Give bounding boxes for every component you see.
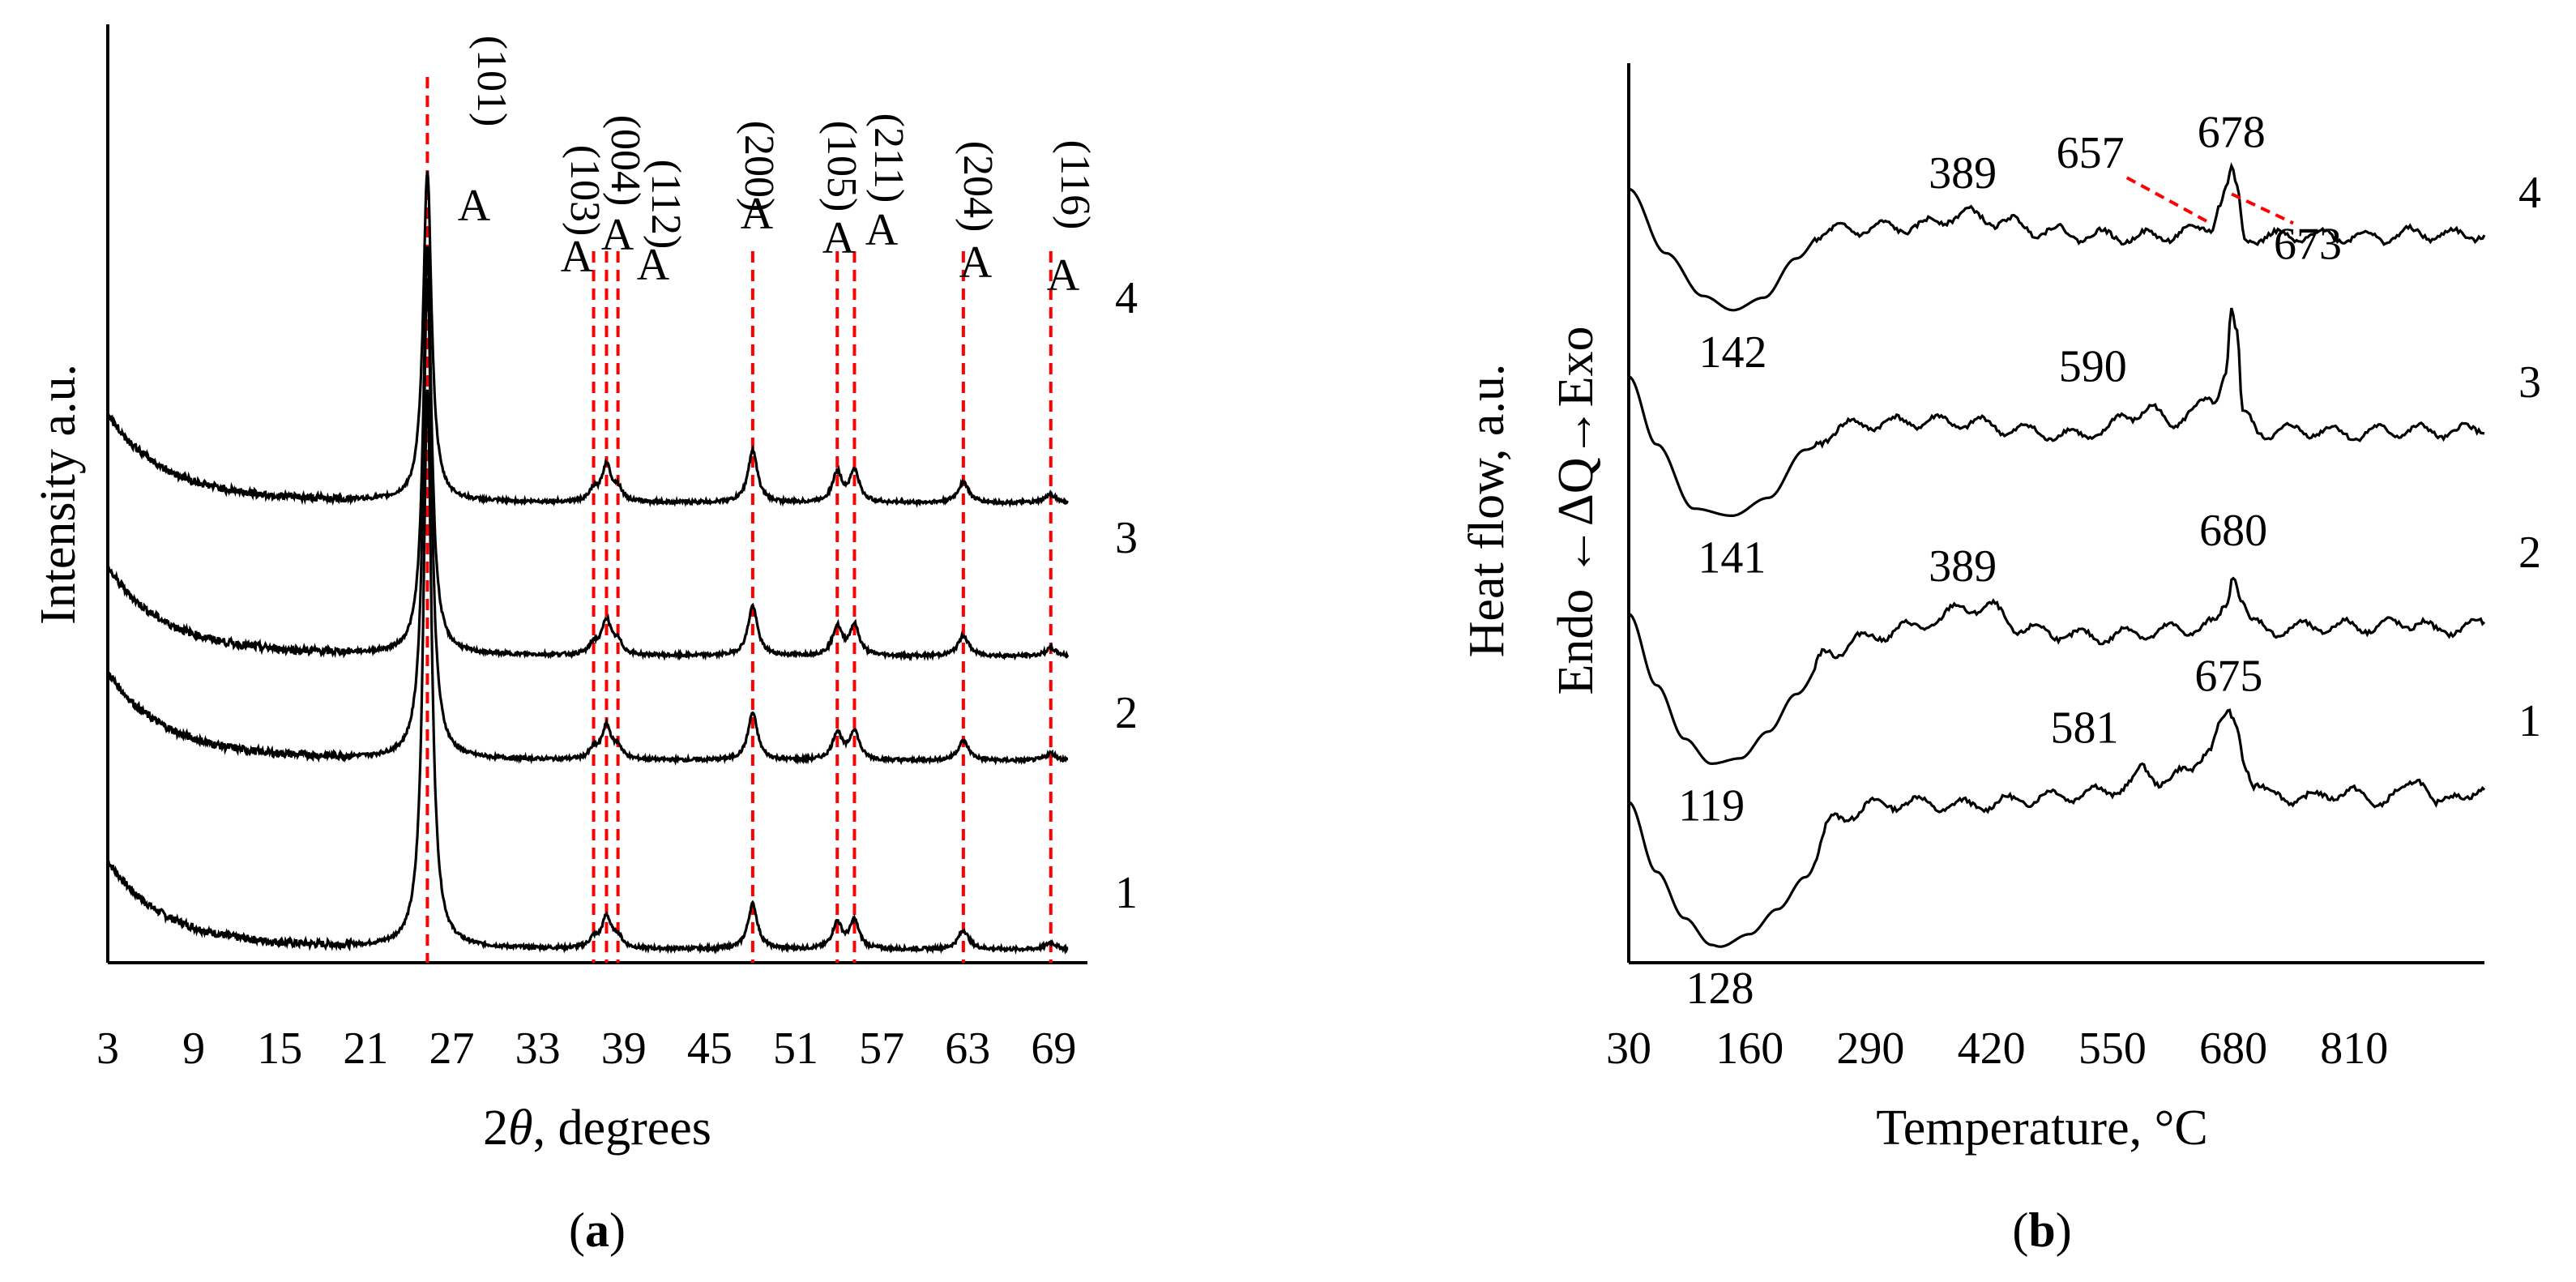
a-hkl-label: (004)	[602, 115, 648, 207]
panel-b-caption-close: )	[2056, 1203, 2072, 1257]
panel-a-x-label: 2θ, degrees	[483, 1100, 711, 1156]
b-xtick-30: 30	[1606, 1023, 1651, 1074]
a-hkl-label: (116)	[1052, 140, 1098, 230]
a-series-label-4: 4	[1115, 273, 1138, 323]
b-series-2-line	[1628, 576, 2486, 766]
b-series-4-line	[1628, 161, 2486, 312]
b-xtick-160: 160	[1715, 1023, 1784, 1074]
a-phase-label: A	[822, 213, 856, 263]
a-xtick-69: 69	[1031, 1023, 1076, 1074]
panel-a-caption-letter: a	[585, 1203, 609, 1257]
panel-a-xrd: 3 9 15 21 27 33 39 45 51 57 63 69 (101)A (103)A(004)…	[31, 24, 1138, 1257]
panel-b-x-label: Temperature, °C	[1876, 1100, 2208, 1156]
a-xtick-9: 9	[182, 1023, 205, 1074]
a-phase-label: A	[637, 240, 670, 290]
a-xtick-57: 57	[859, 1023, 904, 1074]
b-peak-label-657: 657	[2057, 128, 2125, 178]
b-peak-label-680: 680	[2199, 506, 2267, 556]
panel-a-x-label-suffix: , degrees	[533, 1100, 711, 1156]
a-hkl-label: (211)	[865, 113, 912, 203]
panel-a-caption: (a)	[569, 1203, 626, 1257]
panel-a-x-label-theta: θ	[508, 1100, 532, 1156]
panel-b-dta: 30 160 290 420 550 680 810 128 581 675 119 389 680 1…	[1459, 63, 2541, 1257]
a-phase-label: A	[1047, 250, 1080, 301]
panel-a-caption-open: (	[569, 1203, 585, 1257]
b-peak-label-128: 128	[1685, 964, 1754, 1014]
a-series-4-line	[106, 171, 1069, 508]
a-hkl-label: (103)	[562, 145, 608, 237]
b-series-label-4: 4	[2518, 168, 2541, 218]
panel-a-x-label-prefix: 2	[483, 1100, 508, 1156]
a-xtick-21: 21	[343, 1023, 388, 1074]
panel-b-y-label-line2: Endo ←ΔQ→Exo	[1549, 327, 1604, 695]
b-leader-line	[2231, 192, 2294, 225]
a-hkl-label: (101)	[468, 36, 515, 127]
a-hkl-label: (105)	[818, 121, 865, 212]
a-phase-label: A	[865, 205, 899, 255]
a-xtick-63: 63	[945, 1023, 990, 1074]
b-peak-label-141: 141	[1698, 532, 1766, 583]
a-phase-label: A	[458, 181, 491, 231]
b-xtick-680: 680	[2199, 1023, 2267, 1074]
a-hkl-label: (200)	[736, 121, 782, 212]
b-peak-label-673: 673	[2274, 219, 2342, 269]
a-xtick-39: 39	[601, 1023, 647, 1074]
a-xtick-15: 15	[257, 1023, 302, 1074]
b-series-label-3: 3	[2518, 357, 2541, 408]
a-series-label-3: 3	[1115, 513, 1138, 563]
a-series-1-line	[107, 389, 1069, 955]
b-peak-label-675: 675	[2194, 651, 2262, 701]
a-series-3-line	[106, 246, 1070, 662]
panel-b-y-label-line1: Heat flow, a.u.	[1459, 364, 1514, 658]
b-peak-label-389: 389	[1929, 541, 1997, 592]
b-xtick-290: 290	[1836, 1023, 1904, 1074]
b-peak-label-581: 581	[2050, 703, 2118, 753]
a-xtick-27: 27	[429, 1023, 474, 1074]
a-xtick-51: 51	[773, 1023, 818, 1074]
a-hkl-label: (112)	[643, 160, 689, 250]
panel-b-caption-letter: b	[2028, 1203, 2055, 1257]
b-series-label-2: 2	[2518, 528, 2541, 578]
b-peak-label-590: 590	[2059, 341, 2127, 391]
b-peak-label-678: 678	[2198, 107, 2266, 157]
b-xtick-810: 810	[2320, 1023, 2388, 1074]
a-series-label-1: 1	[1115, 868, 1138, 918]
a-series-label-2: 2	[1115, 688, 1138, 738]
b-series-label-1: 1	[2518, 696, 2541, 746]
a-phase-label: A	[741, 189, 774, 239]
panel-b-caption-open: (	[2012, 1203, 2028, 1257]
b-xtick-550: 550	[2078, 1023, 2147, 1074]
b-series-1-line	[1628, 708, 2486, 948]
b-series-3-line	[1628, 307, 2485, 517]
b-peak-label-142: 142	[1699, 327, 1767, 378]
a-series-2-line	[106, 277, 1069, 766]
b-xtick-420: 420	[1958, 1023, 2026, 1074]
b-leader-line	[2125, 176, 2208, 223]
a-hkl-label: (204)	[955, 141, 1001, 233]
a-xtick-45: 45	[687, 1023, 733, 1074]
panel-a-caption-close: )	[609, 1203, 626, 1257]
panel-a-y-label: Intensity a.u.	[31, 364, 86, 625]
b-peak-label-389: 389	[1929, 148, 1997, 199]
b-peak-label-119: 119	[1678, 780, 1745, 831]
a-xtick-3: 3	[96, 1023, 119, 1074]
a-phase-label: A	[561, 232, 594, 282]
panel-b-caption: (b)	[2012, 1203, 2071, 1257]
a-xtick-33: 33	[515, 1023, 561, 1074]
a-phase-label: A	[601, 210, 634, 260]
a-phase-label: A	[959, 237, 993, 288]
